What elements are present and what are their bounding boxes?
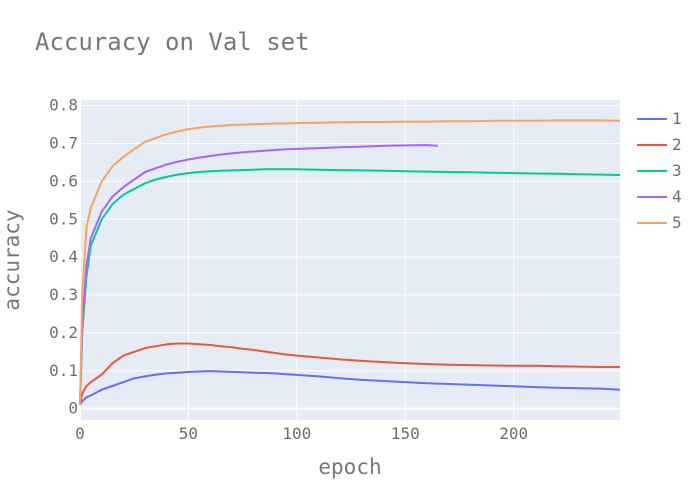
series-2-line (79, 342, 620, 406)
legend-label: 1 (672, 109, 682, 128)
legend-item-3[interactable]: 3 (637, 161, 682, 180)
x-tick-label: 0 (75, 424, 85, 443)
grid-lines (79, 100, 620, 420)
x-tick-label: 100 (282, 424, 311, 443)
x-tick-label: 50 (179, 424, 198, 443)
y-tick-label: 0.1 (49, 361, 78, 380)
y-tick-label: 0 (68, 399, 78, 418)
series-4-line (79, 144, 438, 405)
y-tick-label: 0.3 (49, 285, 78, 304)
legend-item-4[interactable]: 4 (637, 187, 682, 206)
plot-area (80, 100, 620, 420)
x-tick-label: 150 (391, 424, 420, 443)
legend-item-1[interactable]: 1 (637, 109, 682, 128)
x-tick-label: 200 (499, 424, 528, 443)
legend-item-2[interactable]: 2 (637, 135, 682, 154)
x-axis-ticks: 0 50 100 150 200 (75, 424, 528, 443)
y-tick-label: 0.5 (49, 209, 78, 228)
legend-label: 4 (672, 187, 682, 206)
legend-item-5[interactable]: 5 (637, 213, 682, 232)
y-tick-label: 0.6 (49, 171, 78, 190)
y-tick-label: 0.7 (49, 134, 78, 153)
y-tick-label: 0.4 (49, 247, 78, 266)
series-1-line (79, 370, 621, 406)
legend-label: 5 (672, 213, 682, 232)
y-tick-label: 0.8 (49, 96, 78, 115)
series-3-line (79, 168, 621, 405)
legend: 1 2 3 4 5 (637, 109, 682, 232)
legend-label: 2 (672, 135, 682, 154)
y-tick-label: 0.2 (49, 323, 78, 342)
y-axis-ticks: 0 0.1 0.2 0.3 0.4 0.5 0.6 0.7 0.8 (49, 96, 78, 418)
legend-label: 3 (672, 161, 682, 180)
y-axis-title: accuracy (0, 209, 24, 310)
x-axis-title: epoch (318, 455, 381, 479)
series-layer (79, 119, 621, 406)
chart-title: Accuracy on Val set (35, 28, 310, 56)
series-5-line (79, 119, 621, 405)
